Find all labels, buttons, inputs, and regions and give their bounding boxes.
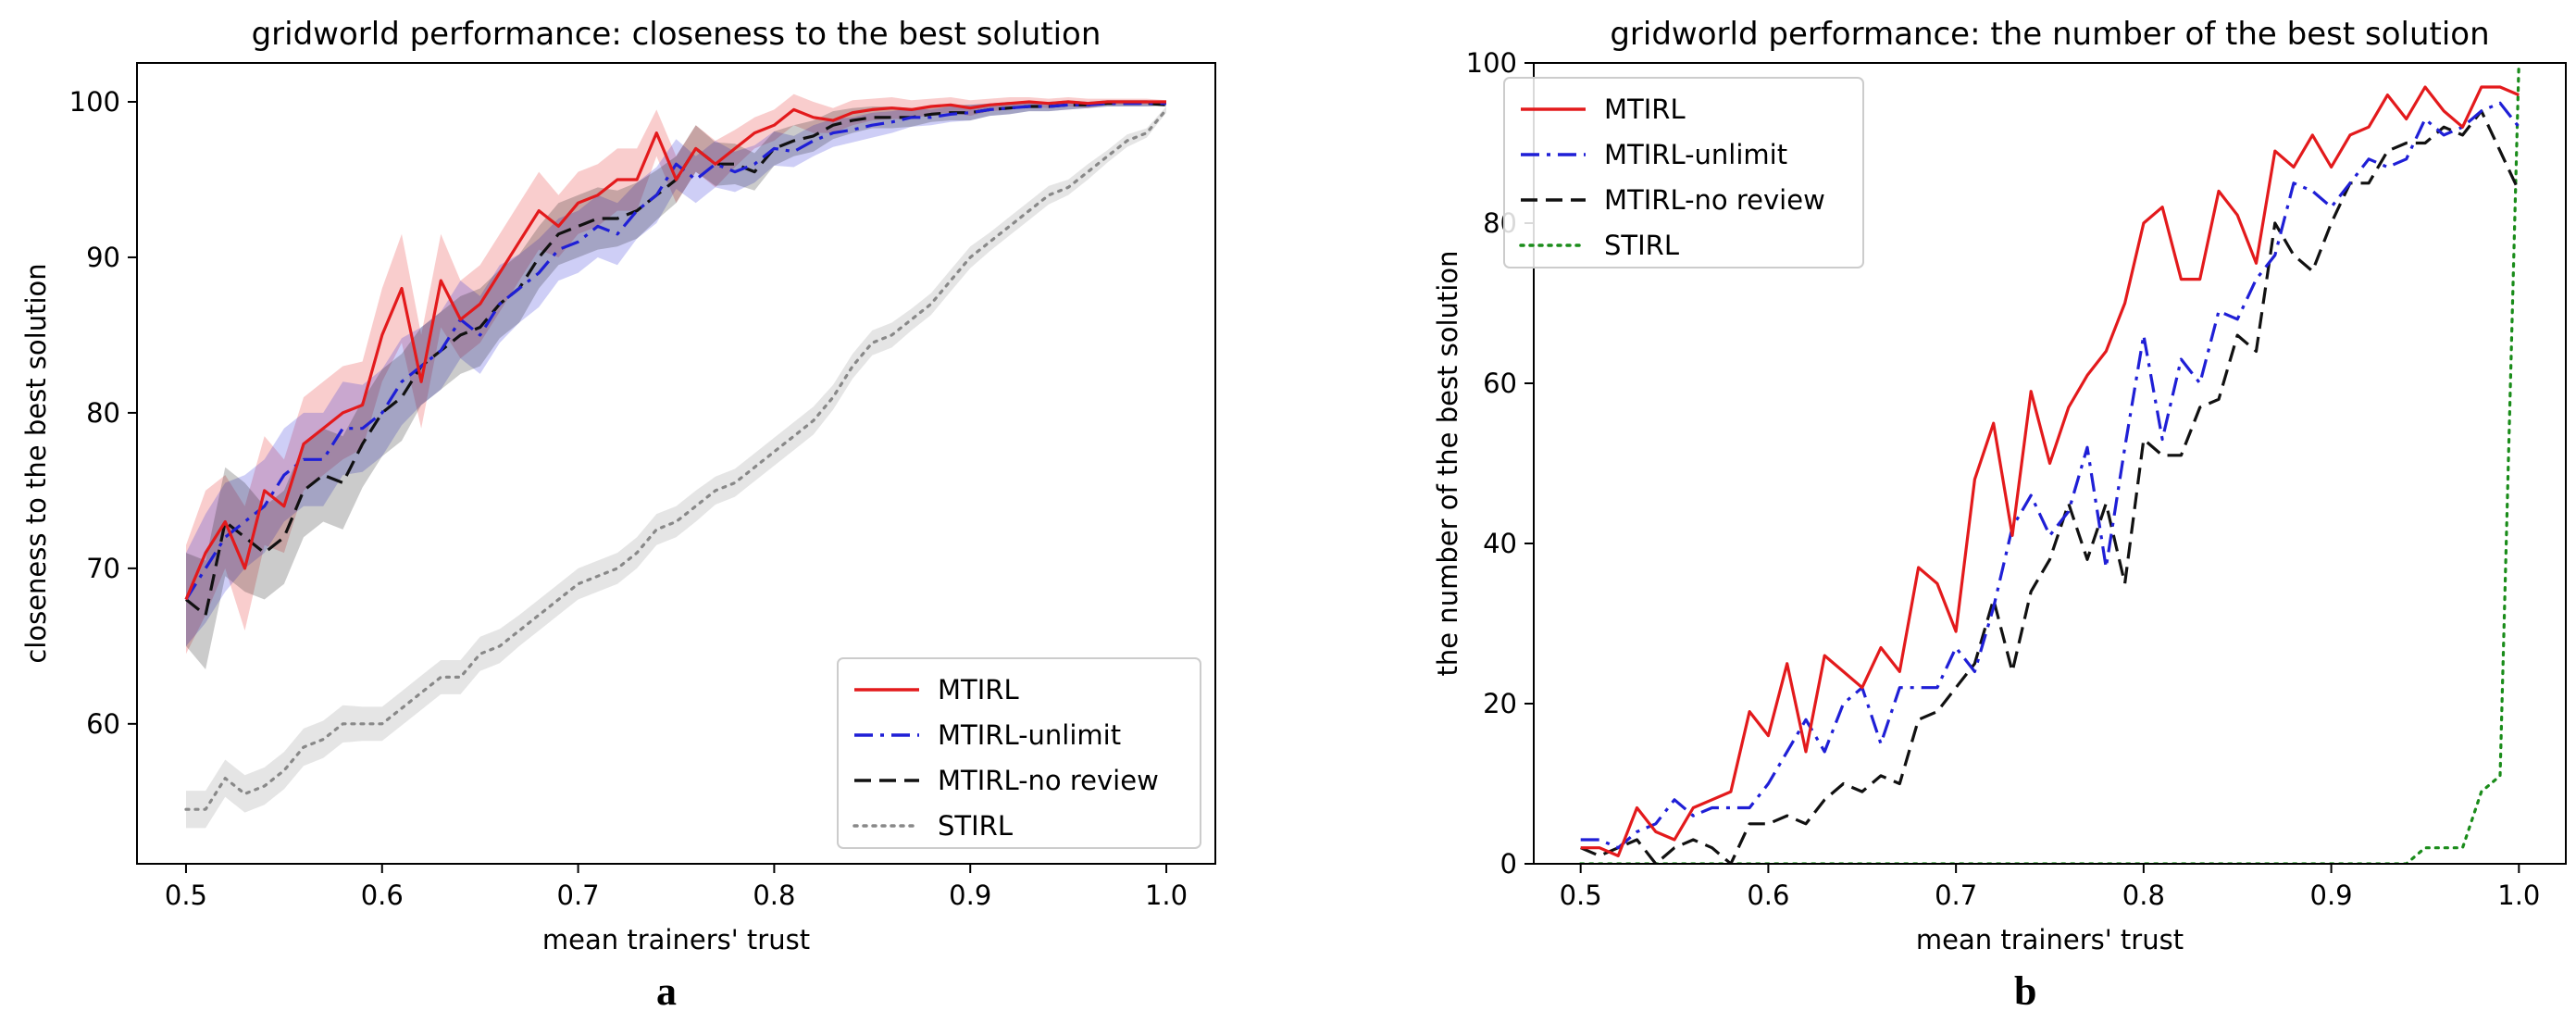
y-tick-label: 20 bbox=[1483, 688, 1517, 719]
y-tick-label: 70 bbox=[86, 553, 120, 584]
series-line-mtirl-unlimit bbox=[1580, 101, 2520, 850]
plot-area bbox=[1579, 63, 2520, 864]
x-tick-label: 1.0 bbox=[2497, 880, 2540, 911]
y-tick-label: 60 bbox=[1483, 368, 1517, 399]
y-tick-label: 40 bbox=[1483, 528, 1517, 559]
legend-label-mtirl-unlimit: MTIRL-unlimit bbox=[1604, 139, 1787, 170]
legend-label-mtirl: MTIRL bbox=[938, 674, 1019, 705]
series-line-mtirl-no-review bbox=[1580, 109, 2520, 864]
y-axis-label: the number of the best solution bbox=[1432, 251, 1463, 677]
legend-label-mtirl-unlimit: MTIRL-unlimit bbox=[938, 719, 1121, 751]
y-tick-label: 0 bbox=[1500, 848, 1517, 880]
band-mtirl bbox=[186, 94, 1166, 655]
legend-label-mtirl-no-review: MTIRL-no review bbox=[938, 765, 1159, 796]
x-axis-label: mean trainers' trust bbox=[1916, 924, 2184, 955]
chart-title: gridworld performance: closeness to the … bbox=[252, 16, 1101, 53]
chart-panel-a: 0.5 0.6 0.7 0.8 0.9 1.0 60 70 80 90 100 gridworld p… bbox=[20, 16, 1216, 955]
plot-area bbox=[184, 94, 1168, 829]
chart-panel-b: 0.5 0.6 0.7 0.8 0.9 1.0020406080100gridworld … bbox=[1432, 16, 2567, 955]
series-line-mtirl-unlimit bbox=[184, 102, 1166, 601]
legend-box bbox=[1503, 77, 1864, 268]
legend-label-mtirl-no-review: MTIRL-no review bbox=[1604, 184, 1825, 216]
legend: MTIRL MTIRL-unlimit MTIRL-no review STIRL bbox=[1503, 77, 1864, 268]
y-axis-label: closeness to the best solution bbox=[20, 263, 52, 663]
x-tick-label: 1.0 bbox=[1145, 880, 1188, 911]
legend-label-stirl: STIRL bbox=[938, 810, 1013, 842]
x-tick-label: 0.7 bbox=[557, 880, 600, 911]
x-tick-label: 0.7 bbox=[1935, 880, 1977, 911]
y-tick-label: 90 bbox=[86, 242, 120, 273]
x-tick-label: 0.9 bbox=[2310, 880, 2353, 911]
legend: MTIRL MTIRL-unlimit MTIRL-no review STIRL bbox=[837, 657, 1201, 849]
y-tick-label: 60 bbox=[86, 708, 120, 740]
x-tick-label: 0.8 bbox=[2122, 880, 2165, 911]
x-tick-label: 0.5 bbox=[165, 880, 207, 911]
band-mtirl-unlimit bbox=[186, 100, 1166, 646]
x-tick-label: 0.5 bbox=[1560, 880, 1602, 911]
y-tick-label: 80 bbox=[86, 397, 120, 429]
series-line-mtirl bbox=[1580, 85, 2520, 857]
x-tick-label: 0.6 bbox=[1747, 880, 1789, 911]
band-mtirl-no-review bbox=[186, 100, 1166, 670]
band-stirl bbox=[186, 106, 1166, 829]
legend-label-stirl: STIRL bbox=[1604, 230, 1679, 261]
y-tick-label: 100 bbox=[1466, 47, 1517, 79]
x-tick-label: 0.8 bbox=[753, 880, 795, 911]
legend-box bbox=[837, 657, 1201, 849]
y-tick-label: 100 bbox=[69, 86, 120, 118]
x-axis-label: mean trainers' trust bbox=[542, 924, 810, 955]
x-tick-label: 0.9 bbox=[949, 880, 991, 911]
series-line-mtirl bbox=[184, 100, 1166, 601]
legend-label-mtirl: MTIRL bbox=[1604, 94, 1686, 125]
panel-label-b: b bbox=[2014, 968, 2037, 1014]
chart-title: gridworld performance: the number of the… bbox=[1610, 16, 2489, 53]
axes-frame bbox=[1533, 62, 2567, 865]
axes-frame bbox=[136, 62, 1216, 865]
panel-label-a: a bbox=[656, 968, 677, 1014]
x-tick-label: 0.6 bbox=[361, 880, 404, 911]
